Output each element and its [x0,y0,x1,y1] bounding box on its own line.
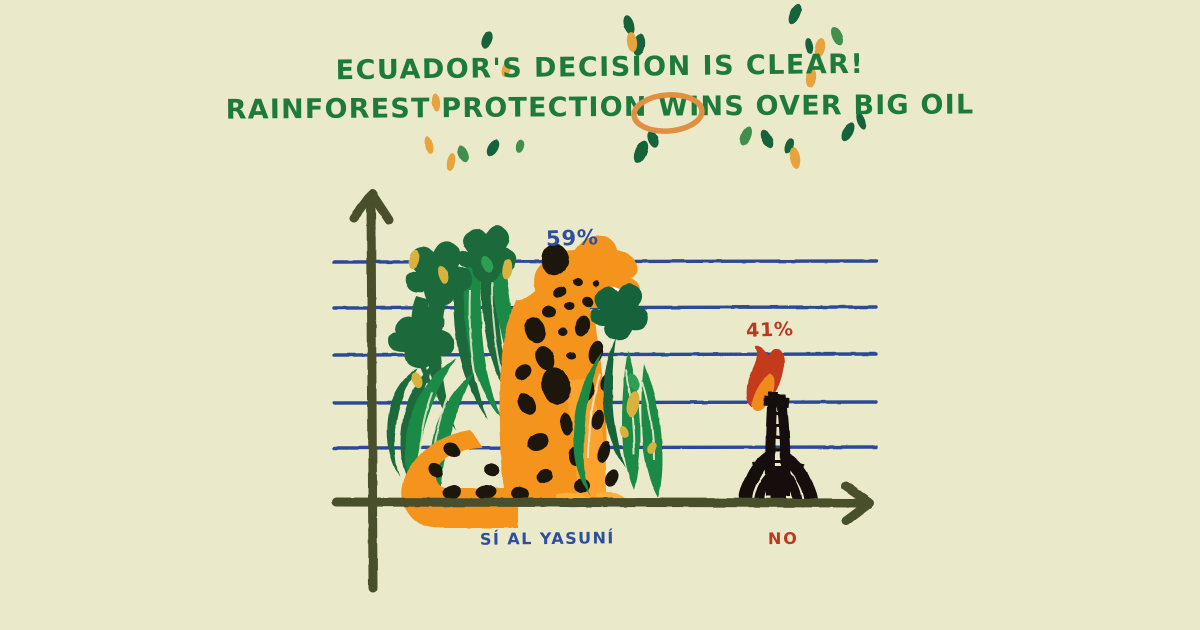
jaguar-eye [592,280,600,288]
oil-derrick-icon [738,345,818,502]
x-axis-arrowhead [841,481,875,526]
confetti-group [424,3,866,171]
x-axis [331,497,873,508]
y-axis-arrowhead [349,189,394,225]
foliage-front-icon [408,249,663,498]
jaguar-foreleg [562,378,607,506]
jaguar-ear [541,244,570,276]
y-axis [366,191,378,593]
chart-axes [331,189,875,593]
